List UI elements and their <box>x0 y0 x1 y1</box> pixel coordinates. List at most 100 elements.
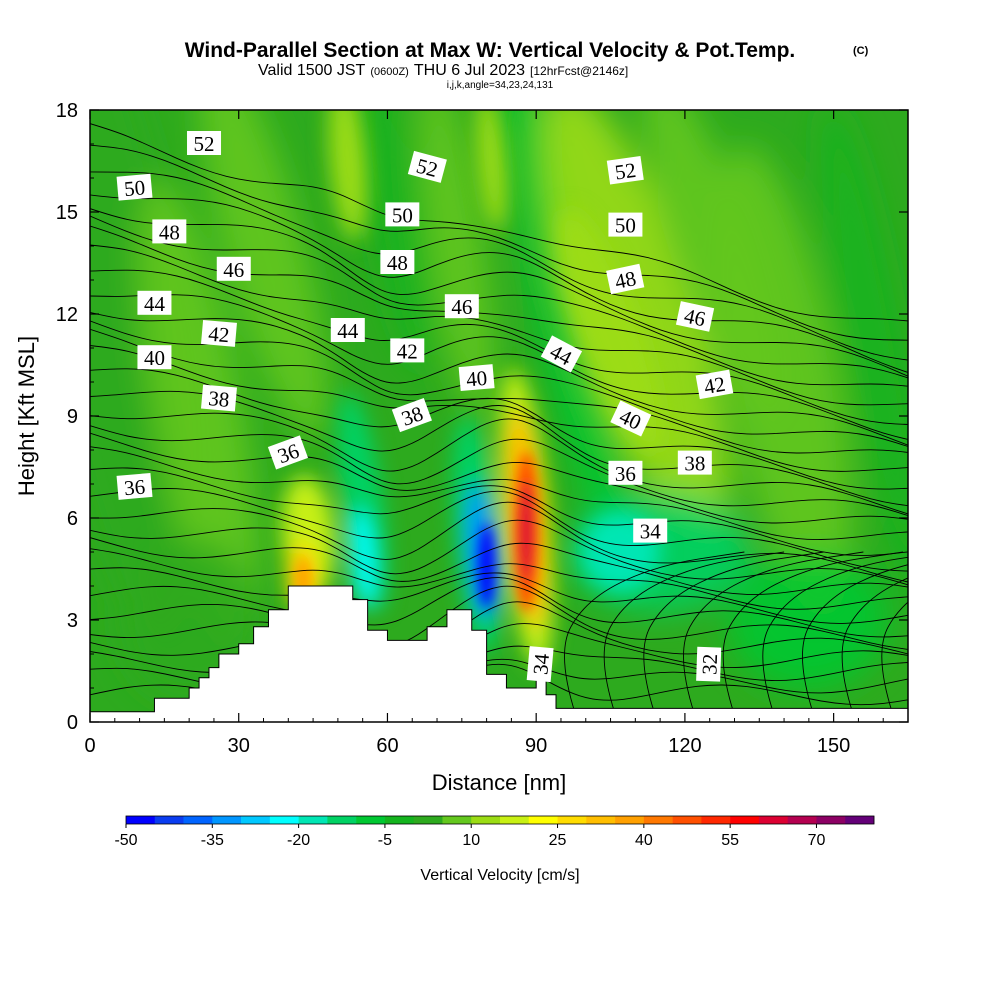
contour-label: 46 <box>675 301 715 332</box>
theta-contour-line <box>90 194 908 373</box>
contour-label: 46 <box>216 256 251 282</box>
contour-label-box <box>444 294 479 319</box>
contour-label-text: 42 <box>397 339 418 363</box>
contour-label-text: 40 <box>465 366 488 392</box>
contour-label: 36 <box>116 472 153 501</box>
colorbar-swatch <box>327 816 357 824</box>
colorbar-swatch <box>845 816 875 824</box>
contour-label-box <box>116 472 153 500</box>
velocity-band <box>198 110 329 440</box>
y-axis-label: Height [Kft MSL] <box>14 336 39 496</box>
contour-label: 52 <box>407 150 447 183</box>
downdraft-central-core <box>349 508 376 609</box>
colorbar-tick-label: 25 <box>549 832 567 849</box>
theta-contour-line <box>90 328 908 454</box>
contour-label-text: 42 <box>702 372 727 399</box>
colorbar: -50 -35 -20 -5 10 25 40 55 70 <box>114 815 875 849</box>
contour-label: 52 <box>187 131 222 156</box>
contour-label: 32 <box>696 646 722 682</box>
colorbar-label: Vertical Velocity [cm/s] <box>420 867 579 884</box>
colorbar-swatch <box>500 816 530 824</box>
contour-label: 46 <box>444 294 479 319</box>
forecast-info: [12hrFcst@2146z] <box>530 64 628 78</box>
contour-label-text: 38 <box>684 452 705 476</box>
contour-label: 34 <box>526 646 554 683</box>
theta-contour-line <box>722 551 904 716</box>
colorbar-swatch <box>298 816 328 824</box>
theta-contour-line <box>90 601 908 665</box>
contour-label: 38 <box>391 397 432 433</box>
contour-label-box <box>633 518 668 543</box>
contour-label-text: 48 <box>159 220 180 244</box>
contour-label-box <box>201 319 237 347</box>
chart-title: Wind-Parallel Section at Max W: Vertical… <box>185 39 796 62</box>
contour-label-box <box>380 250 415 274</box>
colorbar-swatch <box>413 816 443 824</box>
theta-contour-line <box>90 171 908 361</box>
contour-label-box <box>385 202 420 227</box>
contour-label-box <box>540 335 583 373</box>
theta-contour-line <box>643 551 824 716</box>
contour-label: 34 <box>633 518 668 544</box>
contour-label: 36 <box>267 435 309 470</box>
colorbar-swatch <box>384 816 414 824</box>
contour-label: 36 <box>608 460 643 486</box>
contour-label: 38 <box>201 384 237 412</box>
colorbar-swatch <box>816 816 846 824</box>
theta-contour-line <box>90 208 908 377</box>
colorbar-swatch <box>701 816 731 824</box>
contour-label-box <box>267 435 309 470</box>
theta-contour-line <box>90 501 908 583</box>
y-tick-label: 3 <box>67 610 78 632</box>
contour-label-text: 34 <box>528 652 554 676</box>
contour-label-text: 48 <box>387 251 408 275</box>
downdraft-max <box>478 523 495 608</box>
theta-contour-line <box>90 519 908 586</box>
contour-label-text: 50 <box>615 214 636 238</box>
contour-label: 50 <box>385 202 420 227</box>
contour-label: 42 <box>695 369 734 400</box>
theta-contour-line <box>841 577 908 716</box>
x-tick-label: 150 <box>817 735 850 757</box>
contour-label-box <box>137 345 172 370</box>
contour-label-box <box>407 150 447 183</box>
y-tick-label: 12 <box>56 304 78 326</box>
colorbar-swatch <box>183 816 213 824</box>
colorbar-swatch <box>356 816 386 824</box>
theta-contour-line <box>90 425 908 517</box>
colorbar-swatch <box>528 816 558 824</box>
contour-label-text: 50 <box>123 175 146 201</box>
contour-label-box <box>116 173 153 201</box>
contour-label-text: 34 <box>640 520 662 544</box>
contour-label: 40 <box>137 345 172 370</box>
x-tick-label: 90 <box>525 735 547 757</box>
y-tick-label: 18 <box>56 100 78 122</box>
theta-contour-line <box>90 585 908 650</box>
velocity-band <box>419 110 495 425</box>
valid-date: THU 6 Jul 2023 <box>414 62 525 79</box>
contour-label-text: 52 <box>613 158 637 185</box>
grid-indices: i,j,k,angle=34,23,24,131 <box>447 80 554 91</box>
contour-label-box <box>216 256 251 281</box>
svg-text:Valid 1500 JST(0600Z)THU 6 Jul: Valid 1500 JST (0600Z) THU 6 Jul 2023 [12hr… <box>258 62 628 79</box>
colorbar-swatch <box>730 816 760 824</box>
contour-label-text: 44 <box>337 319 359 343</box>
x-axis: 0 30 60 90 120 150 <box>84 110 884 757</box>
contour-label-text: 36 <box>123 475 146 501</box>
valid-utc: (0600Z) <box>370 66 409 78</box>
contour-label-box <box>675 301 715 332</box>
contour-label: 48 <box>606 263 645 295</box>
valid-prefix: Valid 1500 JST <box>258 62 366 79</box>
contour-label-box <box>606 263 645 295</box>
y-tick-label: 0 <box>67 712 78 734</box>
contour-label-text: 52 <box>194 132 215 156</box>
y-tick-label: 15 <box>56 202 78 224</box>
contour-label-box <box>610 400 652 437</box>
valid-time-line: Valid 1500 JST (0600Z) THU 6 Jul 2023 [12hr… <box>258 62 628 79</box>
theta-contour-line <box>90 123 908 322</box>
colorbar-tick-label: -50 <box>114 832 137 849</box>
theta-contour-line <box>90 432 908 524</box>
